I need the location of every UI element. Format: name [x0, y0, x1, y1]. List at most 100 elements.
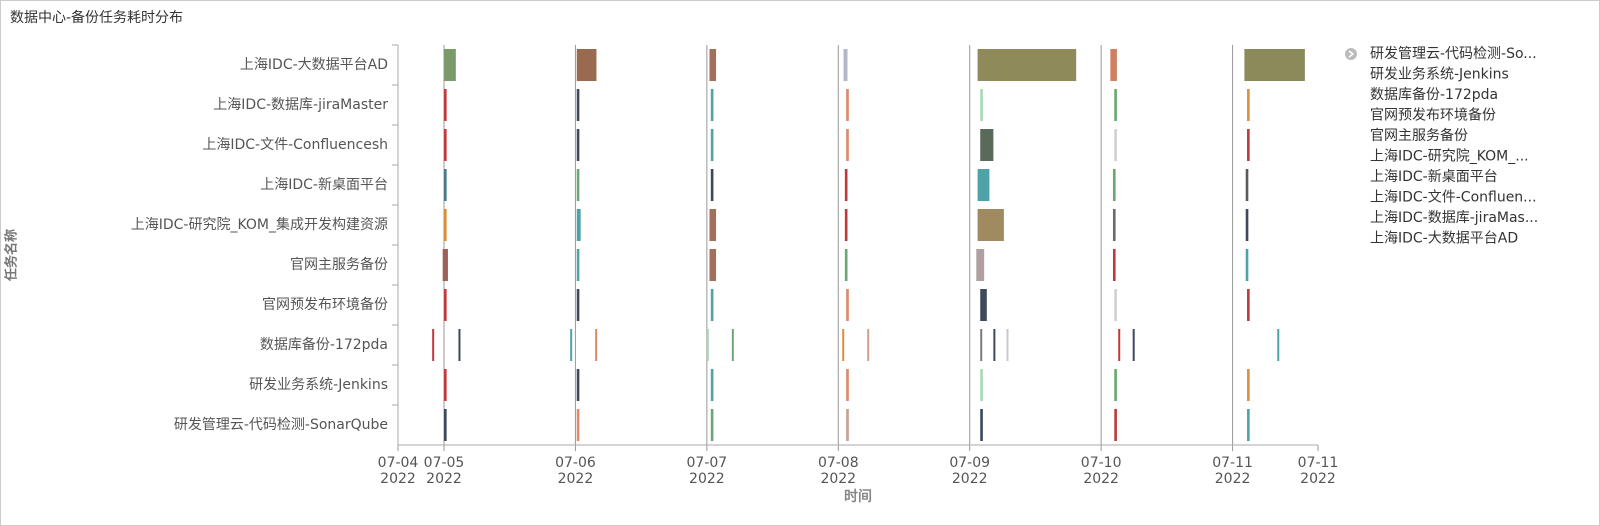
task-bar — [1247, 89, 1250, 121]
task-bar — [570, 329, 573, 361]
task-bar — [731, 329, 734, 361]
y-axis-label: 任务名称 — [4, 229, 20, 282]
task-bar — [846, 289, 849, 321]
legend-entry[interactable]: 数据库备份-172pda — [1370, 86, 1498, 103]
y-tick-label: 官网主服务备份 — [290, 256, 388, 273]
x-tick-year: 2022 — [1083, 471, 1119, 487]
task-bar — [1247, 289, 1250, 321]
task-bar — [442, 249, 448, 281]
task-bar — [977, 209, 1004, 241]
task-bar — [1114, 129, 1117, 161]
legend-scroll-arrow — [1348, 50, 1355, 58]
y-tick-label: 上海IDC-数据库-jiraMaster — [213, 97, 388, 113]
x-tick-label: 07-09 — [949, 455, 990, 471]
task-bar — [846, 369, 849, 401]
x-tick-year: 2022 — [558, 471, 594, 487]
task-bar — [576, 49, 597, 81]
task-bar — [444, 89, 447, 121]
x-tick-label: 07-07 — [687, 455, 728, 471]
task-bar — [710, 129, 714, 161]
task-bar — [710, 89, 714, 121]
task-bar — [867, 329, 870, 361]
task-bar — [576, 289, 580, 321]
x-tick-year: 2022 — [820, 471, 856, 487]
task-bar — [980, 409, 983, 441]
task-bar — [1006, 329, 1009, 361]
legend-entry[interactable]: 研发管理云-代码检测-So... — [1370, 46, 1537, 62]
task-bar — [444, 129, 447, 161]
task-bar — [706, 329, 709, 361]
task-bar — [576, 169, 580, 201]
y-tick-label: 研发管理云-代码检测-SonarQube — [174, 417, 388, 433]
task-bar — [977, 49, 1077, 81]
x-tick-label: 07-11 — [1298, 455, 1339, 471]
task-bar — [846, 89, 849, 121]
chart-title: 数据中心-备份任务耗时分布 — [10, 9, 183, 26]
task-bar — [980, 329, 983, 361]
task-bar — [1245, 209, 1249, 241]
legend-entry[interactable]: 官网主服务备份 — [1370, 127, 1468, 144]
task-bar — [1118, 329, 1121, 361]
task-bar — [576, 129, 580, 161]
legend-scroll-icon[interactable] — [1345, 48, 1357, 60]
x-tick-year: 2022 — [952, 471, 988, 487]
task-bar — [1112, 169, 1116, 201]
task-bar — [976, 249, 985, 281]
task-bar — [846, 129, 849, 161]
x-tick-label: 07-05 — [424, 455, 465, 471]
task-bar — [576, 369, 580, 401]
task-bar — [1245, 169, 1249, 201]
legend-entry[interactable]: 研发业务系统-Jenkins — [1370, 67, 1509, 83]
y-tick-label: 研发业务系统-Jenkins — [249, 377, 388, 393]
legend-entry[interactable]: 上海IDC-新桌面平台 — [1370, 169, 1498, 185]
task-bar — [980, 369, 983, 401]
task-bar — [709, 209, 717, 241]
y-tick-label: 上海IDC-大数据平台AD — [240, 57, 388, 73]
y-tick-label: 上海IDC-新桌面平台 — [260, 177, 388, 193]
task-bar — [1114, 369, 1117, 401]
task-bar — [980, 89, 983, 121]
legend-entry[interactable]: 上海IDC-大数据平台AD — [1370, 231, 1518, 247]
task-bar — [1114, 89, 1117, 121]
task-bar — [1114, 289, 1117, 321]
y-tick-label: 数据库备份-172pda — [260, 336, 388, 353]
task-bar — [710, 169, 714, 201]
task-bar — [458, 329, 461, 361]
task-bar — [846, 409, 849, 441]
task-bar — [1244, 49, 1305, 81]
task-bar — [980, 289, 987, 321]
x-tick-year: 2022 — [426, 471, 462, 487]
task-bar — [980, 129, 994, 161]
x-tick-label: 07-06 — [555, 455, 596, 471]
task-bar — [710, 289, 714, 321]
legend-entry[interactable]: 上海IDC-文件-Confluen... — [1370, 190, 1537, 206]
task-bar — [1247, 369, 1250, 401]
task-bar — [709, 49, 717, 81]
legend-entry[interactable]: 上海IDC-数据库-jiraMas... — [1370, 210, 1538, 226]
legend-entry[interactable]: 上海IDC-研究院_KOM_... — [1370, 149, 1529, 165]
task-bar — [993, 329, 996, 361]
task-bar — [1112, 209, 1116, 241]
y-tick-label: 官网预发布环境备份 — [262, 296, 388, 313]
task-bar — [844, 169, 848, 201]
task-bar — [710, 369, 714, 401]
task-bar — [1247, 129, 1250, 161]
task-bar — [576, 409, 580, 441]
task-bar — [709, 249, 717, 281]
task-bar — [444, 369, 447, 401]
task-bar — [1114, 409, 1117, 441]
task-bar — [444, 49, 456, 81]
task-bar — [595, 329, 598, 361]
task-bar — [710, 409, 714, 441]
legend-entry[interactable]: 官网预发布环境备份 — [1370, 107, 1496, 124]
task-bar — [576, 209, 581, 241]
task-bar — [844, 249, 848, 281]
task-bar — [977, 169, 990, 201]
task-bar — [444, 289, 447, 321]
task-bar — [1110, 49, 1117, 81]
x-axis-label: 时间 — [844, 488, 872, 505]
task-bar — [444, 169, 447, 201]
